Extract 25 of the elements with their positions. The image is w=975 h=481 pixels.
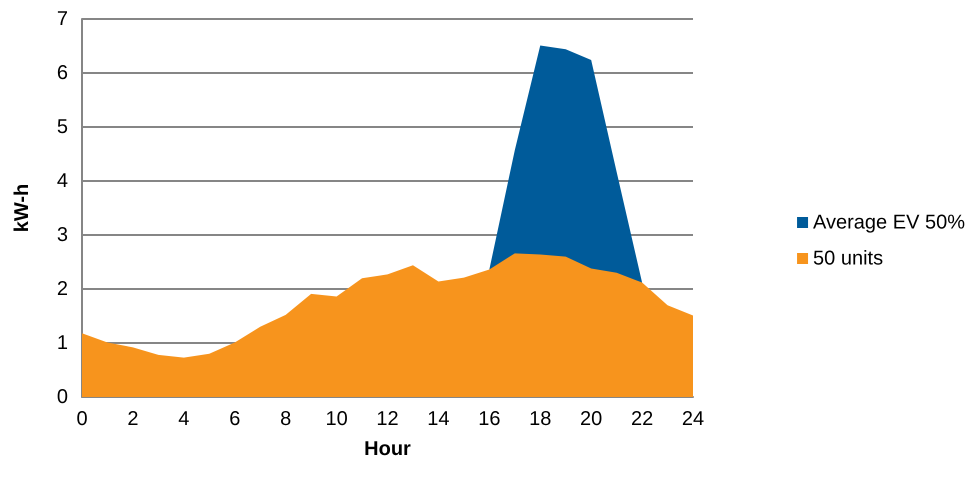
legend-label: Average EV 50% [813,212,966,234]
x-tick-label: 18 [529,408,552,430]
x-tick-label: 22 [630,408,654,430]
x-tick-label: 10 [325,408,348,430]
y-tick-label: 7 [56,8,68,30]
y-tick-label: 0 [56,386,68,408]
y-tick-label: 2 [56,278,68,300]
y-tick-label: 4 [56,170,68,192]
x-tick-label: 4 [178,408,190,430]
y-tick-label: 3 [56,224,68,246]
x-tick-label: 2 [127,408,138,430]
y-tick-label: 6 [56,62,68,84]
x-tick-label: 24 [682,408,704,430]
x-tick-label: 0 [76,408,88,430]
x-tick-label: 16 [478,408,500,430]
x-tick-label: 6 [229,408,240,430]
x-tick-label: 14 [427,408,450,430]
y-tick-label: 5 [56,116,68,138]
x-tick-label: 20 [580,408,602,430]
x-tick-label: 12 [376,408,399,430]
y-tick-label: 1 [56,332,68,354]
y-axis-title: kW-h [11,184,33,232]
x-tick-label: 8 [280,408,292,430]
x-axis-title: Hour [364,438,412,460]
legend-label: 50 units [813,248,884,270]
